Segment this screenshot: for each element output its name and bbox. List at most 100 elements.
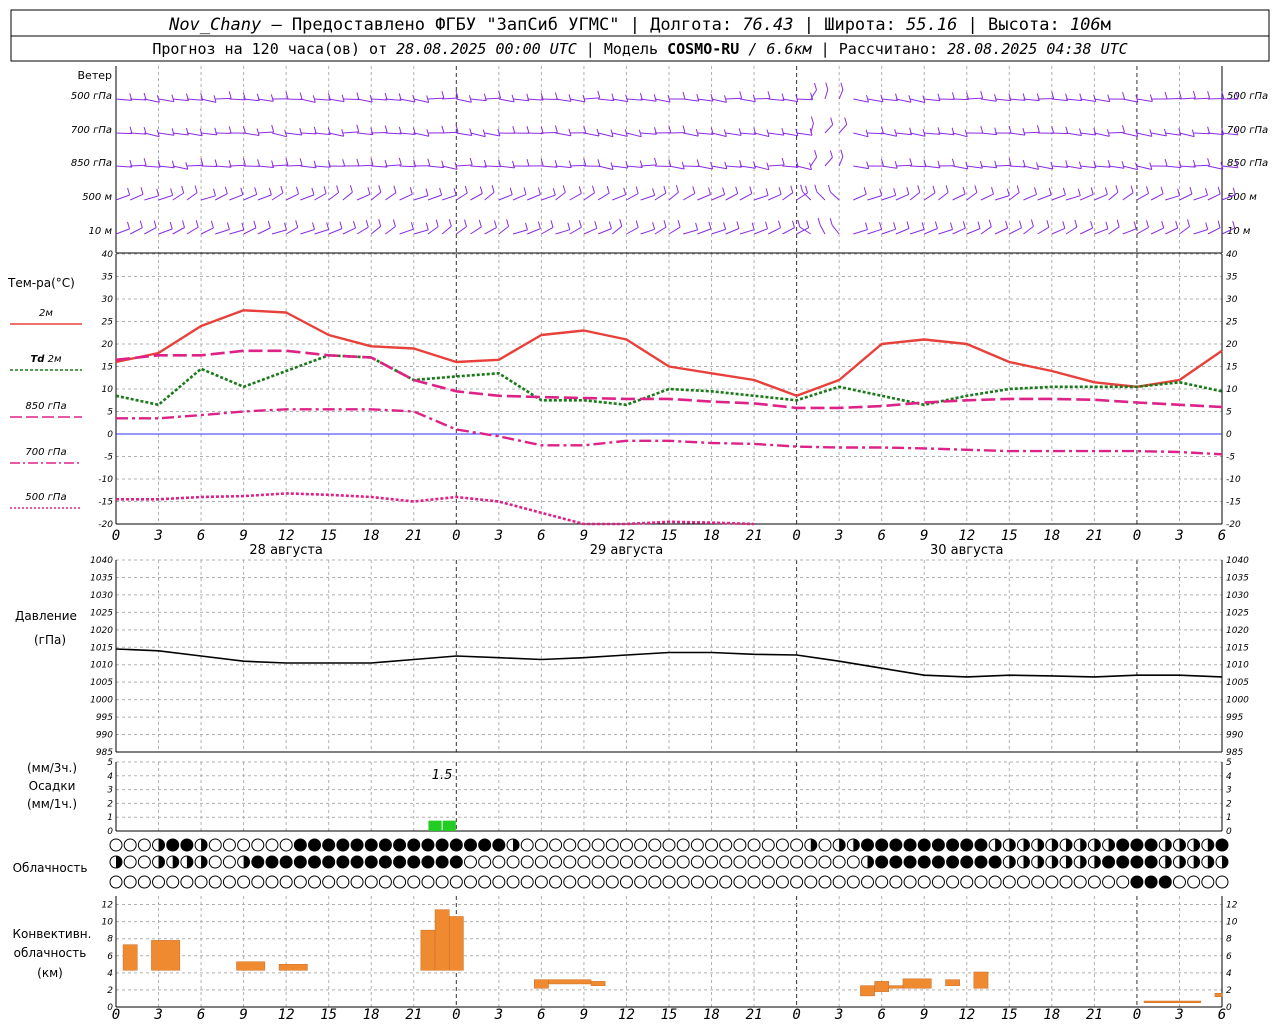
cloud-cover-circle [818, 855, 832, 869]
wind-barb [442, 165, 458, 170]
wind-barb-feather [1207, 91, 1211, 99]
cloud-cover-quarter [186, 856, 193, 862]
wind-barb [683, 165, 700, 167]
cloud-cover-half [1023, 845, 1030, 851]
alt-label: Высота: [988, 15, 1060, 35]
y-tick-label-right: 4 [1226, 772, 1232, 782]
wind-barb-feather [464, 185, 468, 194]
wind-barb-feather [468, 95, 472, 103]
pressure-panel: 1040 1040 1035 1035 1030 1030 1025 1025 1020 1020… [15, 556, 1249, 758]
wind-barb [484, 191, 495, 201]
wind-barb-feather [681, 161, 685, 170]
wind-barb-feather [1093, 94, 1097, 102]
wind-barb [484, 227, 497, 235]
wind-barb-feather [285, 157, 289, 166]
wind-barb-feather [139, 220, 143, 228]
wind-barb [456, 164, 473, 167]
y-tick-label-left: 1030 [90, 591, 113, 601]
cloud-cover-quarter [867, 856, 874, 862]
wind-barb [1023, 226, 1034, 235]
wind-barb [668, 165, 685, 170]
wind-barb-feather [814, 184, 818, 192]
wind-barb [371, 165, 388, 168]
x-tick-label: 15 [320, 528, 337, 544]
cloud-cover-circle [563, 875, 577, 889]
cloud-cover-circle [619, 838, 633, 852]
y-tick-label-left: 25 [102, 318, 114, 328]
wind-barb [895, 98, 912, 103]
cloud-title: Облачность [13, 861, 88, 875]
wind-barb [1207, 227, 1221, 235]
wind-barb [527, 228, 541, 235]
wind-barb [830, 191, 840, 201]
wind-barb-feather [893, 188, 897, 196]
wind-barb-feather [1178, 128, 1182, 136]
wind-barb-feather [398, 157, 402, 166]
cloud-cover-half [513, 845, 520, 851]
wind-barb [115, 194, 130, 201]
wind-barb [853, 165, 869, 170]
wind-barb [938, 132, 955, 136]
wind-barb-feather [594, 221, 598, 229]
wind-barb [512, 229, 528, 235]
wind-barb [243, 98, 260, 102]
x-tick-label: 12 [618, 528, 635, 544]
cloud-cover-circle [619, 855, 633, 869]
wind-barb-feather [1149, 94, 1153, 102]
wind-barb-feather [840, 149, 844, 157]
wind-barb [683, 229, 698, 235]
wind-barb-feather [127, 221, 130, 230]
cloud-cover-circle [492, 855, 506, 869]
cloud-cover-circle [251, 875, 265, 889]
x-tick-label: 12 [618, 1007, 635, 1023]
cloud-cover-circle [719, 855, 733, 869]
wind-barb [130, 98, 147, 101]
convective-cloud-bar [945, 979, 960, 986]
x-tick-label: 3 [834, 1007, 843, 1023]
wind-barb-feather [663, 220, 667, 228]
wind-barb-feather [426, 129, 430, 137]
lon-value: 76.43 [742, 15, 793, 35]
wind-barb-feather [1019, 220, 1022, 228]
cloud-cover-circle [1102, 875, 1116, 889]
cloud-cover-quarter [158, 856, 165, 862]
cloud-cover-circle [790, 855, 804, 869]
wind-barb [172, 132, 189, 136]
wind-barb-feather [469, 128, 473, 136]
wind-barb [1009, 192, 1020, 201]
wind-barb [356, 98, 373, 103]
wind-barb [442, 131, 459, 134]
wind-barb [853, 98, 869, 103]
y-tick-label-right: 2 [1226, 986, 1232, 996]
cloud-cover-circle [378, 875, 392, 889]
wind-barb [654, 165, 671, 167]
x-tick-label: 6 [537, 528, 545, 544]
cloud-cover-circle [449, 855, 463, 869]
cloud-cover-circle [676, 875, 690, 889]
wind-barb-feather [169, 221, 173, 230]
wind-barb-feather [295, 220, 299, 228]
cloud-cover-circle [435, 875, 449, 889]
wind-barb [1179, 226, 1190, 235]
x-tick-label: 0 [1133, 528, 1141, 544]
cloud-cover-circle [917, 838, 931, 852]
wind-barb-feather [448, 219, 452, 227]
cloud-cover-circle [208, 875, 222, 889]
x-tick-label: 0 [112, 1007, 120, 1023]
cloud-cover-half [1080, 862, 1087, 868]
wind-barb [1193, 97, 1210, 100]
wind-barb-feather [937, 93, 941, 101]
cloud-cover-circle [719, 875, 733, 889]
wind-barb [1094, 132, 1110, 137]
wind-barb [144, 132, 160, 138]
y-tick-label-right: 1 [1226, 813, 1232, 823]
wind-barb-feather [540, 158, 544, 167]
x-tick-label: 3 [1174, 1007, 1183, 1023]
cloud-cover-circle [563, 855, 577, 869]
cloud-cover-circle [520, 875, 534, 889]
model-name: COSMO-RU [667, 40, 739, 58]
wind-barb [994, 195, 1010, 201]
wind-barb [427, 97, 444, 100]
cloud-cover-circle [194, 875, 208, 889]
cloud-cover-circle [534, 838, 548, 852]
